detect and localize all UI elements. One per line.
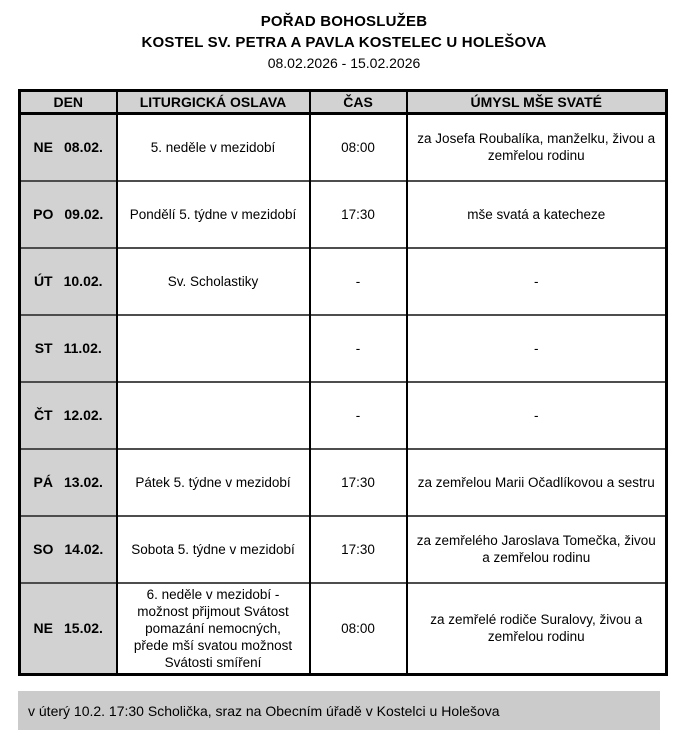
day-abbr: SO bbox=[33, 540, 54, 557]
day-date: 10.02. bbox=[63, 272, 103, 289]
day-cell: PÁ 13.02. bbox=[18, 447, 117, 516]
day-date: 11.02. bbox=[63, 339, 102, 356]
column-header-liturgical: LITURGICKÁ OSLAVA bbox=[115, 90, 310, 115]
intention-cell: za zemřelého Jaroslava Tomečka, živou a … bbox=[405, 514, 667, 583]
day-cell: NE 15.02. bbox=[18, 581, 117, 674]
day-abbr: ST bbox=[34, 339, 53, 356]
table-row: NE 08.02. 5. neděle v mezidobí 08:00 za J… bbox=[18, 113, 667, 181]
day-date: 08.02. bbox=[64, 138, 103, 155]
day-cell: NE 08.02. bbox=[18, 113, 117, 181]
time-cell: 17:30 bbox=[308, 179, 407, 248]
intention-cell: za Josefa Roubalíka, manželku, živou a z… bbox=[405, 113, 667, 181]
column-header-den: DEN bbox=[18, 90, 117, 115]
day-abbr: ÚT bbox=[33, 272, 53, 289]
celebration-cell bbox=[115, 313, 310, 382]
day-date: 14.02. bbox=[64, 540, 104, 557]
celebration-cell bbox=[115, 380, 310, 449]
intention-cell: za zemřelé rodiče Suralovy, živou a zemř… bbox=[405, 581, 667, 674]
day-date: 15.02. bbox=[64, 619, 103, 636]
footer-note: v úterý 10.2. 17:30 Scholička, sraz na O… bbox=[18, 691, 660, 730]
document-header: POŘAD BOHOSLUŽEB KOSTEL SV. PETRA A PAVL… bbox=[0, 0, 688, 74]
column-header-time: ČAS bbox=[308, 90, 407, 115]
time-cell: - bbox=[308, 313, 407, 382]
table-row: ÚT 10.02. Sv. Scholastiky - - bbox=[18, 246, 667, 315]
time-cell: - bbox=[308, 246, 407, 315]
time-cell: - bbox=[308, 380, 407, 449]
day-abbr: PÁ bbox=[33, 473, 53, 490]
column-header-intention: ÚMYSL MŠE SVATÉ bbox=[405, 90, 667, 115]
day-date: 09.02. bbox=[64, 205, 104, 222]
day-abbr: ČT bbox=[33, 406, 53, 423]
day-date: 12.02. bbox=[63, 406, 103, 423]
day-cell: ST 11.02. bbox=[18, 313, 117, 382]
day-abbr: PO bbox=[33, 205, 54, 222]
intention-cell: - bbox=[405, 380, 667, 449]
time-cell: 17:30 bbox=[308, 447, 407, 516]
intention-cell: - bbox=[405, 246, 667, 315]
table-row: NE 15.02. 6. neděle v mezidobí - možnost … bbox=[18, 581, 667, 674]
celebration-cell: Sv. Scholastiky bbox=[115, 246, 310, 315]
day-cell: ČT 12.02. bbox=[18, 380, 117, 449]
header-row: DEN LITURGICKÁ OSLAVA ČAS ÚMYSL MŠE SVAT… bbox=[18, 90, 667, 115]
celebration-cell: 5. neděle v mezidobí bbox=[115, 113, 310, 181]
time-cell: 08:00 bbox=[308, 581, 407, 674]
day-abbr: NE bbox=[33, 138, 53, 155]
page-subtitle: KOSTEL SV. PETRA A PAVLA KOSTELEC U HOLE… bbox=[141, 34, 547, 51]
intention-cell: - bbox=[405, 313, 667, 382]
day-cell: SO 14.02. bbox=[18, 514, 117, 583]
schedule-table: DEN LITURGICKÁ OSLAVA ČAS ÚMYSL MŠE SVAT… bbox=[18, 89, 668, 676]
table-row: SO 14.02. Sobota 5. týdne v mezidobí 17:3… bbox=[18, 514, 667, 583]
intention-cell: za zemřelou Marii Očadlíkovou a sestru bbox=[405, 447, 667, 516]
page-title: POŘAD BOHOSLUŽEB bbox=[260, 13, 428, 30]
day-date: 13.02. bbox=[64, 473, 103, 490]
day-cell: ÚT 10.02. bbox=[18, 246, 117, 315]
table-row: PO 09.02. Pondělí 5. týdne v mezidobí 17:… bbox=[18, 179, 667, 248]
day-cell: PO 09.02. bbox=[18, 179, 117, 248]
celebration-cell: Pondělí 5. týdne v mezidobí bbox=[115, 179, 310, 248]
celebration-cell: Pátek 5. týdne v mezidobí bbox=[115, 447, 310, 516]
time-cell: 08:00 bbox=[308, 113, 407, 181]
table-header: DEN LITURGICKÁ OSLAVA ČAS ÚMYSL MŠE SVAT… bbox=[18, 90, 667, 115]
table-row: ČT 12.02. - - bbox=[18, 380, 667, 449]
day-abbr: NE bbox=[33, 619, 53, 636]
date-range: 08.02.2026 - 15.02.2026 bbox=[267, 55, 421, 71]
celebration-cell: 6. neděle v mezidobí - možnost přijmout … bbox=[115, 581, 310, 674]
table-row: PÁ 13.02. Pátek 5. týdne v mezidobí 17:30… bbox=[18, 447, 667, 516]
celebration-cell: Sobota 5. týdne v mezidobí bbox=[115, 514, 310, 583]
table-row: ST 11.02. - - bbox=[18, 313, 667, 382]
time-cell: 17:30 bbox=[308, 514, 407, 583]
intention-cell: mše svatá a katecheze bbox=[405, 179, 667, 248]
